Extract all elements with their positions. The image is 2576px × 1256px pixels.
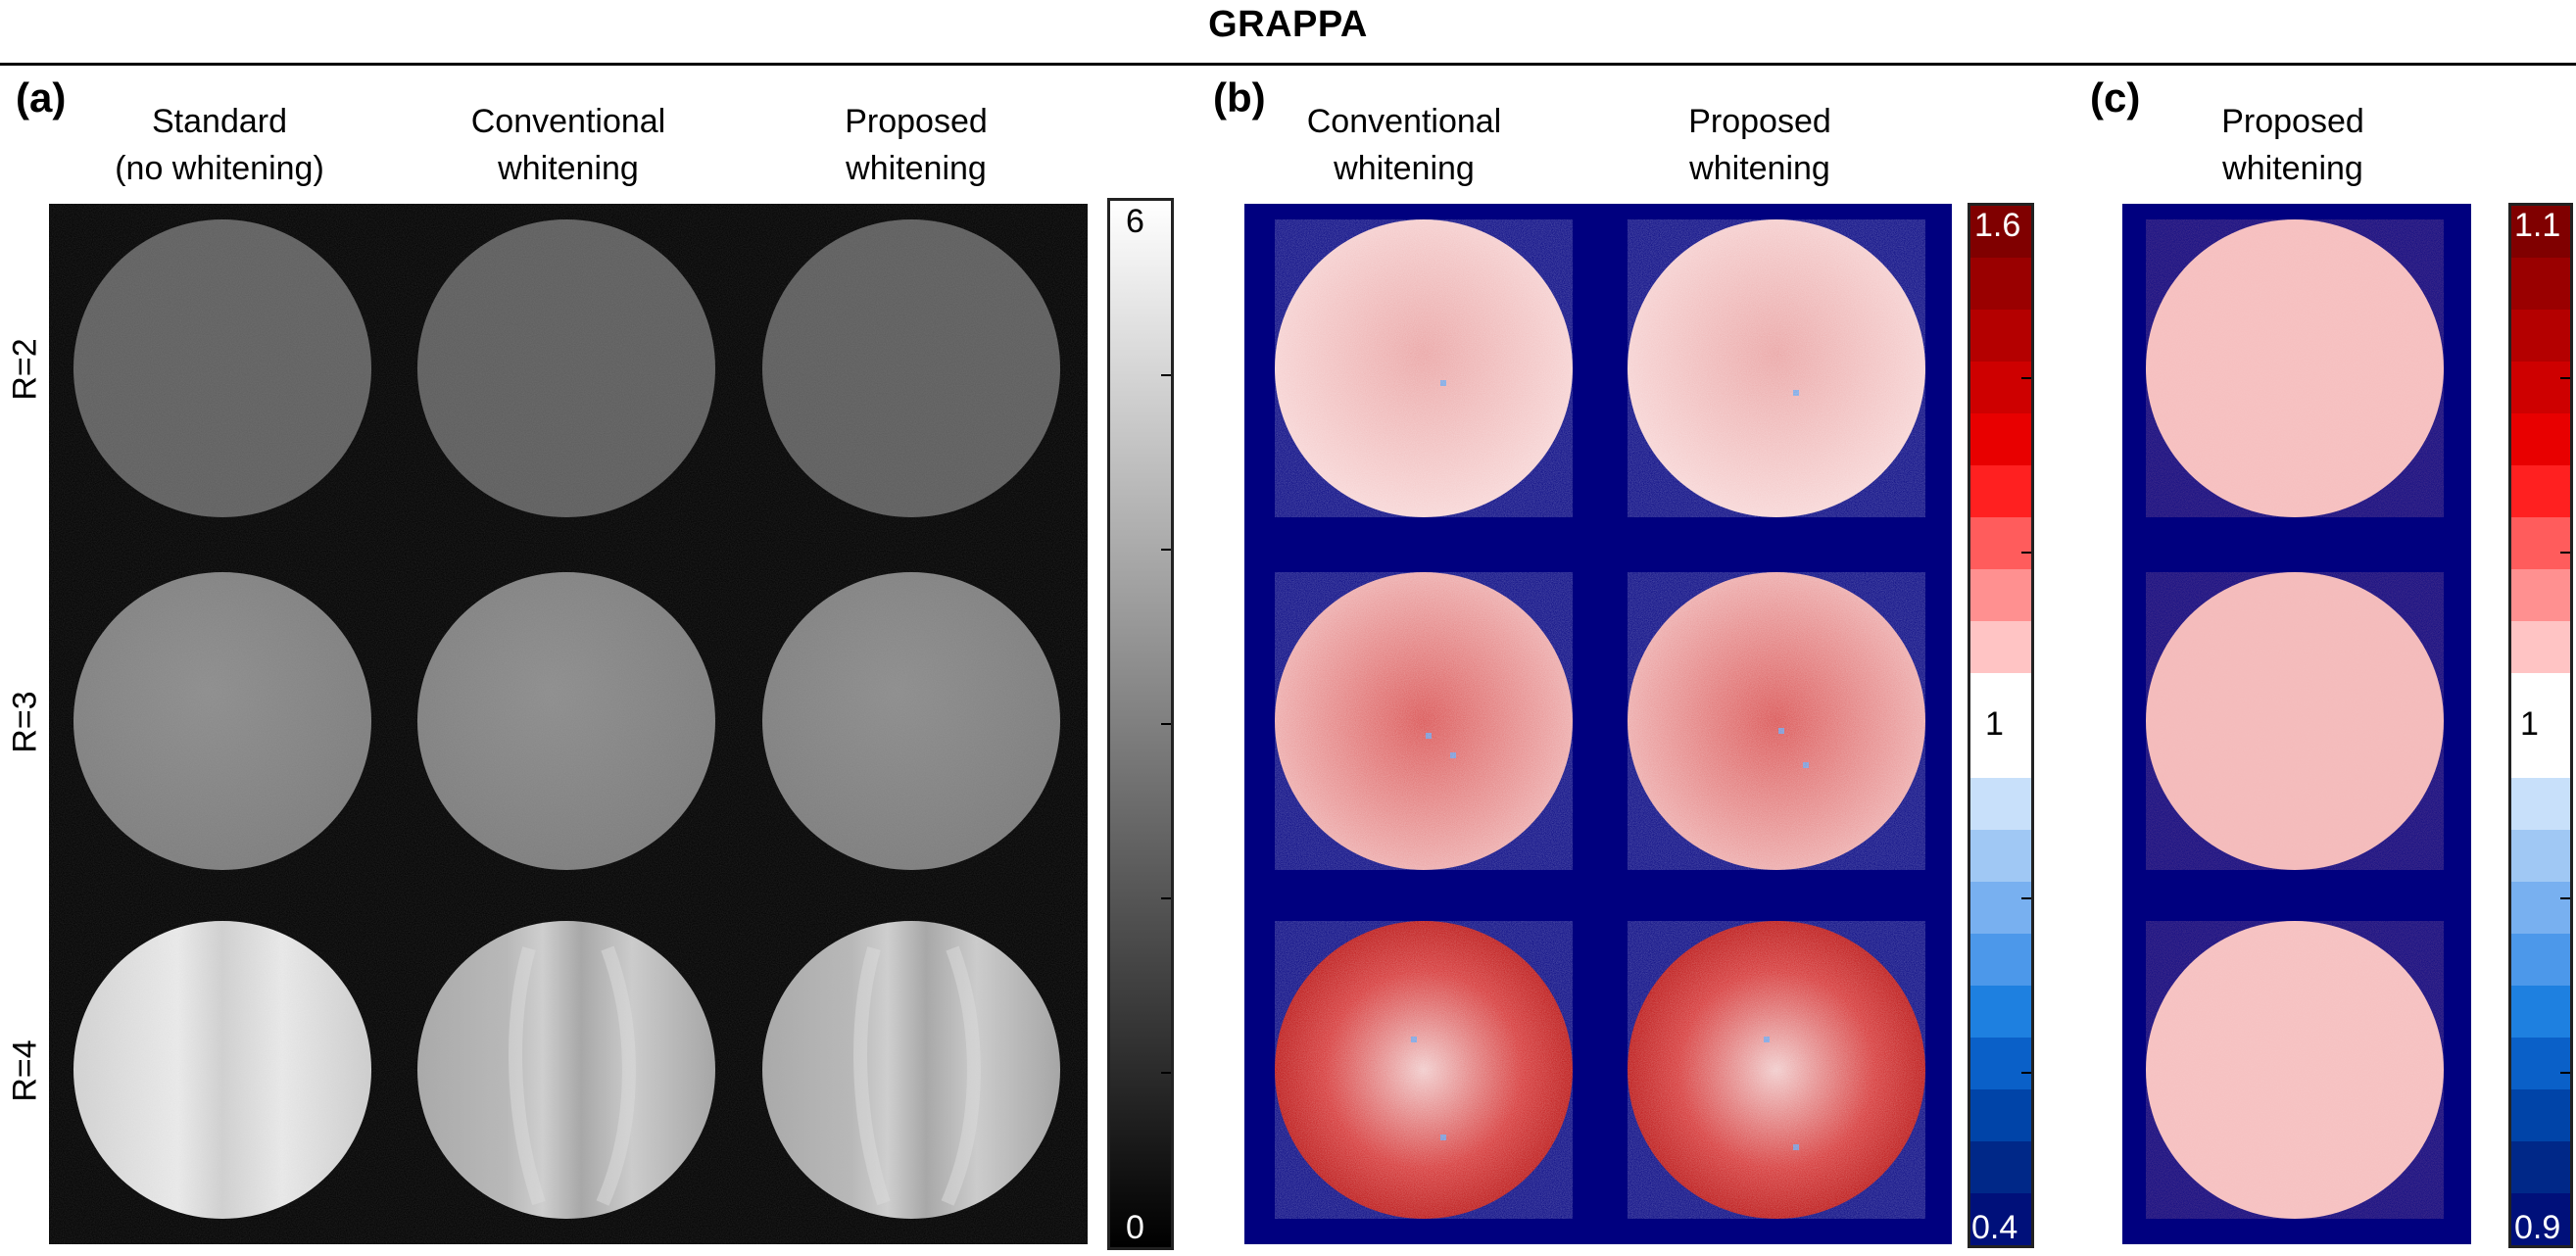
column-header-line: Conventional	[1306, 103, 1502, 140]
colorbar-c-max-label: 1.1	[2514, 207, 2561, 244]
row-label-r4: R=4	[6, 1039, 44, 1102]
column-header-line: Proposed	[845, 103, 988, 140]
column-header-line: whitening	[1334, 150, 1475, 187]
column-header-line: (no whitening)	[115, 150, 324, 187]
colorbar-a-gradient	[1110, 201, 1171, 1247]
ratio-noise	[1275, 572, 1573, 870]
column-header-line: Conventional	[470, 103, 666, 140]
ratio-c-noise	[2146, 219, 2444, 517]
colorbar-c	[2508, 203, 2573, 1248]
column-header-proposed-c: Proposed whitening	[2136, 98, 2450, 192]
ratio-noise	[1628, 219, 1925, 517]
column-header-line: Proposed	[1688, 103, 1831, 140]
column-header-proposed-b: Proposed whitening	[1603, 98, 1917, 192]
ratio-noise	[1275, 921, 1573, 1219]
title-rule	[0, 63, 2576, 66]
panel-label-c: (c)	[2090, 74, 2141, 121]
colorbar-b-steps	[1970, 206, 2031, 1245]
column-header-line: whitening	[498, 150, 639, 187]
colorbar-a-min-label: 0	[1126, 1209, 1144, 1246]
ratio-c-noise	[2146, 921, 2444, 1219]
column-header-standard: Standard (no whitening)	[63, 98, 376, 192]
column-header-proposed-a: Proposed whitening	[759, 98, 1073, 192]
column-header-line: Proposed	[2221, 103, 2364, 140]
colorbar-b	[1968, 203, 2034, 1248]
colorbar-a	[1107, 198, 1174, 1250]
column-header-line: whitening	[1689, 150, 1830, 187]
row-label-r2: R=2	[6, 338, 44, 401]
colorbar-b-mid-label: 1	[1985, 705, 2004, 743]
row-label-r3: R=3	[6, 691, 44, 753]
colorbar-a-max-label: 6	[1126, 203, 1144, 240]
figure-title: GRAPPA	[1208, 4, 1368, 45]
column-header-line: whitening	[846, 150, 987, 187]
panel-b-image-grid	[1244, 204, 1952, 1244]
colorbar-c-steps	[2511, 206, 2570, 1245]
column-header-line: whitening	[2222, 150, 2363, 187]
panel-a-image-grid	[49, 204, 1088, 1244]
panel-a-noise-overlay	[49, 204, 1088, 1244]
panel-label-a: (a)	[16, 74, 67, 121]
column-header-conventional-a: Conventional whitening	[412, 98, 725, 192]
ratio-noise	[1628, 921, 1925, 1219]
colorbar-c-min-label: 0.9	[2514, 1209, 2561, 1246]
colorbar-c-mid-label: 1	[2520, 705, 2539, 743]
column-header-conventional-b: Conventional whitening	[1247, 98, 1561, 192]
panel-label-b: (b)	[1213, 74, 1266, 121]
column-header-line: Standard	[152, 103, 287, 140]
colorbar-b-max-label: 1.6	[1974, 207, 2021, 244]
ratio-noise	[1628, 572, 1925, 870]
ratio-c-noise	[2146, 572, 2444, 870]
panel-c-image-column	[2122, 204, 2471, 1244]
ratio-noise	[1275, 219, 1573, 517]
colorbar-a-ticks	[1161, 374, 1171, 1074]
colorbar-b-min-label: 0.4	[1971, 1209, 2018, 1246]
